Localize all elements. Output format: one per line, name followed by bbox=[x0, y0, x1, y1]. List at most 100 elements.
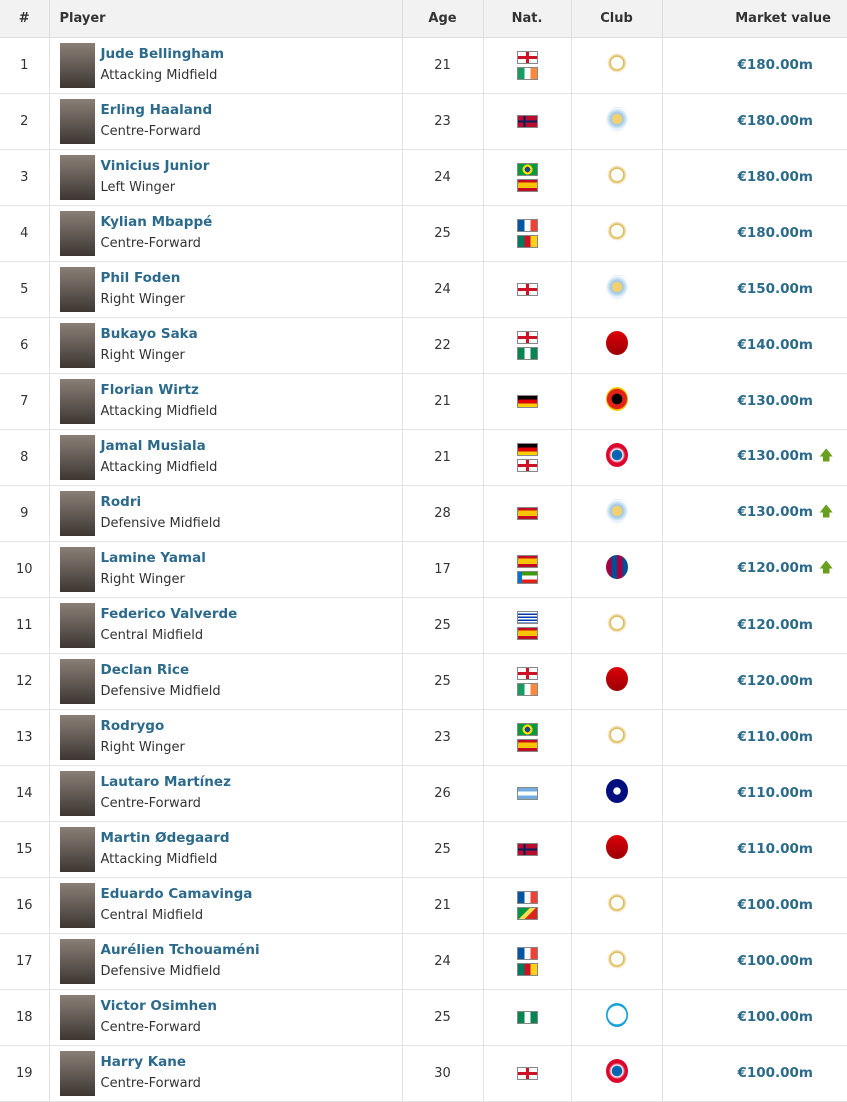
player-photo[interactable] bbox=[59, 994, 95, 1040]
header-rank[interactable]: # bbox=[0, 0, 50, 38]
player-name-link[interactable]: Phil Foden bbox=[100, 270, 181, 286]
flag-eng-icon[interactable] bbox=[516, 1066, 538, 1080]
flag-esp-icon[interactable] bbox=[516, 738, 538, 752]
club-crest-real-madrid-icon[interactable] bbox=[605, 611, 628, 635]
player-photo[interactable] bbox=[59, 378, 95, 424]
player-photo[interactable] bbox=[59, 714, 95, 760]
market-value-link[interactable]: €180.00m bbox=[737, 57, 813, 73]
player-photo[interactable] bbox=[59, 546, 95, 592]
club-crest-bayern-icon[interactable] bbox=[605, 1059, 628, 1083]
flag-fra-icon[interactable] bbox=[516, 946, 538, 960]
player-name-link[interactable]: Jamal Musiala bbox=[100, 438, 206, 454]
flag-irl-icon[interactable] bbox=[516, 66, 538, 80]
flag-fra-icon[interactable] bbox=[516, 890, 538, 904]
player-photo[interactable] bbox=[59, 826, 95, 872]
player-photo[interactable] bbox=[59, 434, 95, 480]
club-crest-man-city-icon[interactable] bbox=[605, 499, 628, 523]
flag-eng-icon[interactable] bbox=[516, 330, 538, 344]
flag-esp-icon[interactable] bbox=[516, 178, 538, 192]
market-value-link[interactable]: €110.00m bbox=[737, 729, 813, 745]
flag-esp-icon[interactable] bbox=[516, 554, 538, 568]
player-name-link[interactable]: Harry Kane bbox=[100, 1054, 187, 1070]
flag-eng-icon[interactable] bbox=[516, 50, 538, 64]
market-value-link[interactable]: €100.00m bbox=[737, 1065, 813, 1081]
player-photo[interactable] bbox=[59, 42, 95, 88]
flag-cog-icon[interactable] bbox=[516, 906, 538, 920]
market-value-link[interactable]: €180.00m bbox=[737, 169, 813, 185]
market-value-link[interactable]: €110.00m bbox=[737, 841, 813, 857]
flag-esp-icon[interactable] bbox=[516, 626, 538, 640]
player-name-link[interactable]: Aurélien Tchouaméni bbox=[100, 942, 260, 958]
player-name-link[interactable]: Lamine Yamal bbox=[100, 550, 206, 566]
market-value-link[interactable]: €100.00m bbox=[737, 1009, 813, 1025]
flag-eng-icon[interactable] bbox=[516, 282, 538, 296]
market-value-link[interactable]: €150.00m bbox=[737, 281, 813, 297]
player-photo[interactable] bbox=[59, 154, 95, 200]
player-name-link[interactable]: Vinicius Junior bbox=[100, 158, 210, 174]
header-club[interactable]: Club bbox=[571, 0, 663, 38]
club-crest-napoli-icon[interactable] bbox=[605, 1003, 628, 1027]
market-value-link[interactable]: €120.00m bbox=[737, 560, 813, 576]
market-value-link[interactable]: €130.00m bbox=[737, 448, 813, 464]
market-value-link[interactable]: €110.00m bbox=[737, 785, 813, 801]
flag-nor-icon[interactable] bbox=[516, 114, 538, 128]
club-crest-bayern-icon[interactable] bbox=[605, 443, 628, 467]
flag-fra-icon[interactable] bbox=[516, 218, 538, 232]
player-name-link[interactable]: Florian Wirtz bbox=[100, 382, 199, 398]
flag-gnq-icon[interactable] bbox=[516, 570, 538, 584]
market-value-link[interactable]: €100.00m bbox=[737, 953, 813, 969]
player-name-link[interactable]: Jude Bellingham bbox=[100, 46, 225, 62]
player-name-link[interactable]: Victor Osimhen bbox=[100, 998, 218, 1014]
flag-ger-icon[interactable] bbox=[516, 442, 538, 456]
flag-bra-icon[interactable] bbox=[516, 722, 538, 736]
player-name-link[interactable]: Bukayo Saka bbox=[100, 326, 198, 342]
club-crest-man-city-icon[interactable] bbox=[605, 275, 628, 299]
club-crest-real-madrid-icon[interactable] bbox=[605, 891, 628, 915]
player-name-link[interactable]: Kylian Mbappé bbox=[100, 214, 213, 230]
club-crest-barcelona-icon[interactable] bbox=[605, 555, 628, 579]
club-crest-arsenal-icon[interactable] bbox=[605, 331, 628, 355]
player-photo[interactable] bbox=[59, 770, 95, 816]
player-photo[interactable] bbox=[59, 882, 95, 928]
player-photo[interactable] bbox=[59, 210, 95, 256]
market-value-link[interactable]: €140.00m bbox=[737, 337, 813, 353]
club-crest-real-madrid-icon[interactable] bbox=[605, 51, 628, 75]
player-name-link[interactable]: Federico Valverde bbox=[100, 606, 238, 622]
player-photo[interactable] bbox=[59, 322, 95, 368]
player-name-link[interactable]: Declan Rice bbox=[100, 662, 190, 678]
flag-cmr-icon[interactable] bbox=[516, 234, 538, 248]
player-photo[interactable] bbox=[59, 98, 95, 144]
market-value-link[interactable]: €120.00m bbox=[737, 673, 813, 689]
market-value-link[interactable]: €130.00m bbox=[737, 393, 813, 409]
header-nationality[interactable]: Nat. bbox=[483, 0, 572, 38]
flag-nga-icon[interactable] bbox=[516, 1010, 538, 1024]
club-crest-man-city-icon[interactable] bbox=[605, 107, 628, 131]
flag-nor-icon[interactable] bbox=[516, 842, 538, 856]
club-crest-leverkusen-icon[interactable] bbox=[605, 387, 628, 411]
market-value-link[interactable]: €130.00m bbox=[737, 504, 813, 520]
player-name-link[interactable]: Erling Haaland bbox=[100, 102, 213, 118]
flag-eng-icon[interactable] bbox=[516, 458, 538, 472]
flag-bra-icon[interactable] bbox=[516, 162, 538, 176]
club-crest-arsenal-icon[interactable] bbox=[605, 667, 628, 691]
player-photo[interactable] bbox=[59, 938, 95, 984]
player-photo[interactable] bbox=[59, 602, 95, 648]
header-age[interactable]: Age bbox=[402, 0, 484, 38]
flag-eng-icon[interactable] bbox=[516, 666, 538, 680]
flag-nga-icon[interactable] bbox=[516, 346, 538, 360]
flag-ger-icon[interactable] bbox=[516, 394, 538, 408]
market-value-link[interactable]: €180.00m bbox=[737, 225, 813, 241]
player-photo[interactable] bbox=[59, 490, 95, 536]
player-name-link[interactable]: Martin Ødegaard bbox=[100, 830, 230, 846]
header-market-value[interactable]: Market value bbox=[662, 0, 847, 38]
market-value-link[interactable]: €180.00m bbox=[737, 113, 813, 129]
flag-irl-icon[interactable] bbox=[516, 682, 538, 696]
player-name-link[interactable]: Rodrygo bbox=[100, 718, 165, 734]
flag-cmr-icon[interactable] bbox=[516, 962, 538, 976]
flag-esp-icon[interactable] bbox=[516, 506, 538, 520]
market-value-link[interactable]: €120.00m bbox=[737, 617, 813, 633]
player-name-link[interactable]: Rodri bbox=[100, 494, 142, 510]
player-name-link[interactable]: Eduardo Camavinga bbox=[100, 886, 253, 902]
player-photo[interactable] bbox=[59, 658, 95, 704]
club-crest-real-madrid-icon[interactable] bbox=[605, 163, 628, 187]
